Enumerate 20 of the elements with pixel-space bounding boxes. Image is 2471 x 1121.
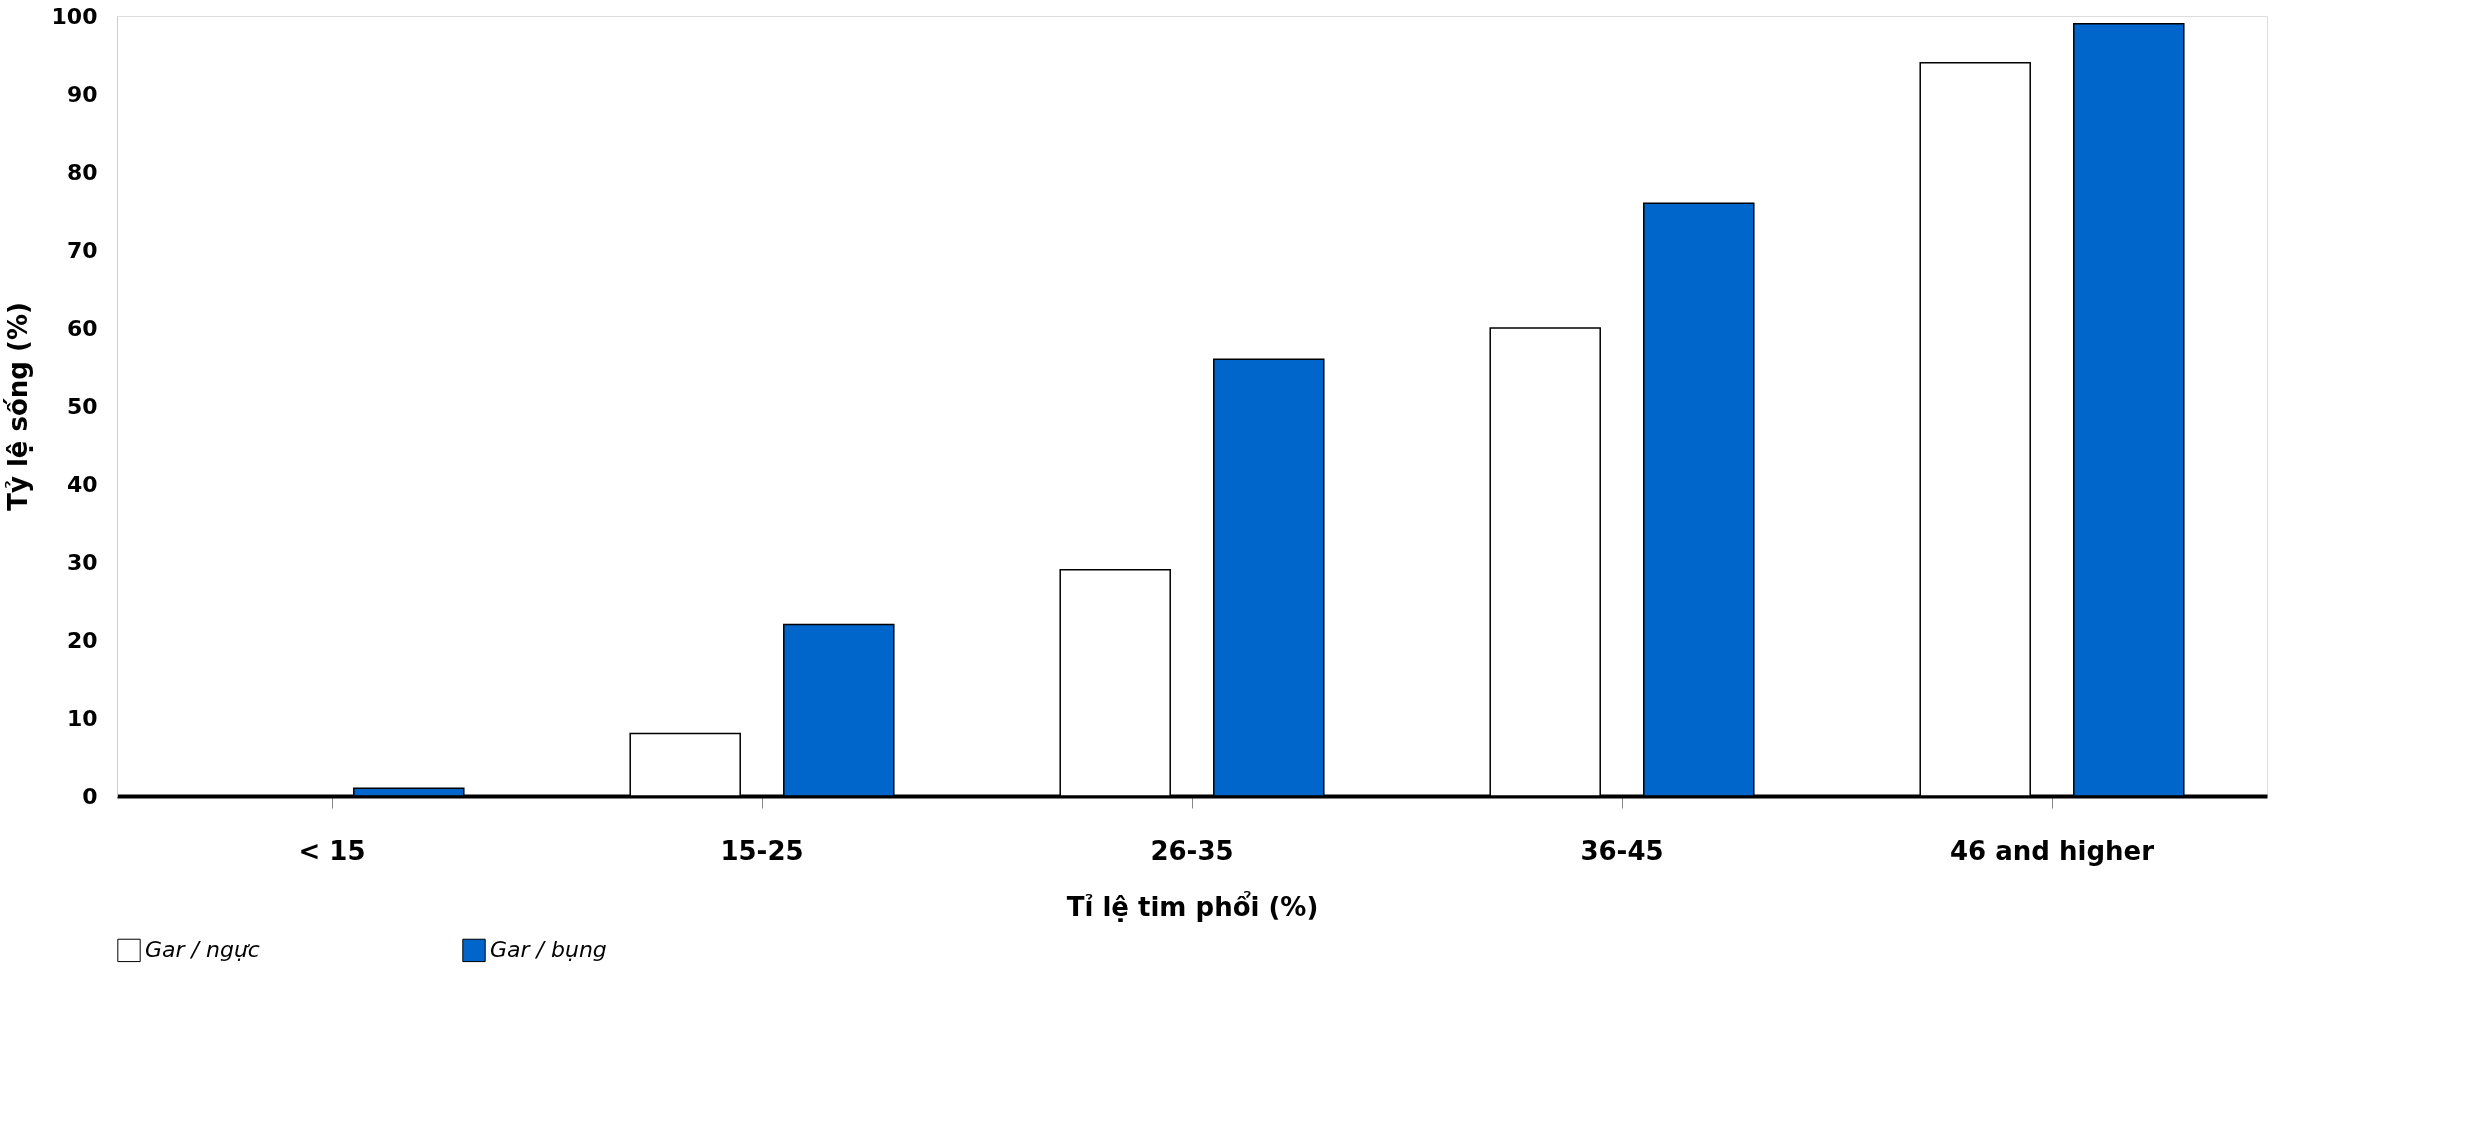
y-tick-label: 20: [66, 627, 98, 653]
y-tick-label: 80: [66, 159, 98, 185]
y-tick-label: 100: [51, 3, 98, 29]
x-tick-label: 36-45: [1580, 835, 1664, 866]
legend-label: Gar / bụng: [490, 937, 607, 963]
y-tick-label: 60: [66, 315, 98, 341]
x-tick-label: 26-35: [1150, 835, 1234, 866]
y-tick-label: 70: [66, 237, 98, 263]
y-tick-label: 0: [82, 783, 98, 809]
y-tick-label: 10: [66, 705, 98, 731]
y-tick-label: 30: [66, 549, 98, 575]
x-axis-title: Tỉ lệ tim phổi (%): [1066, 889, 1319, 922]
y-tick-label: 90: [66, 81, 98, 107]
y-tick-label: 40: [66, 471, 98, 497]
x-tick-label: 15-25: [720, 835, 804, 866]
y-axis-title: Tỷ lệ sống (%): [2, 302, 33, 511]
legend-label: Gar / ngực: [145, 937, 260, 963]
x-tick-label: < 15: [298, 835, 366, 866]
x-tick-label: 46 and higher: [1950, 835, 2155, 866]
y-tick-label: 50: [66, 393, 98, 419]
